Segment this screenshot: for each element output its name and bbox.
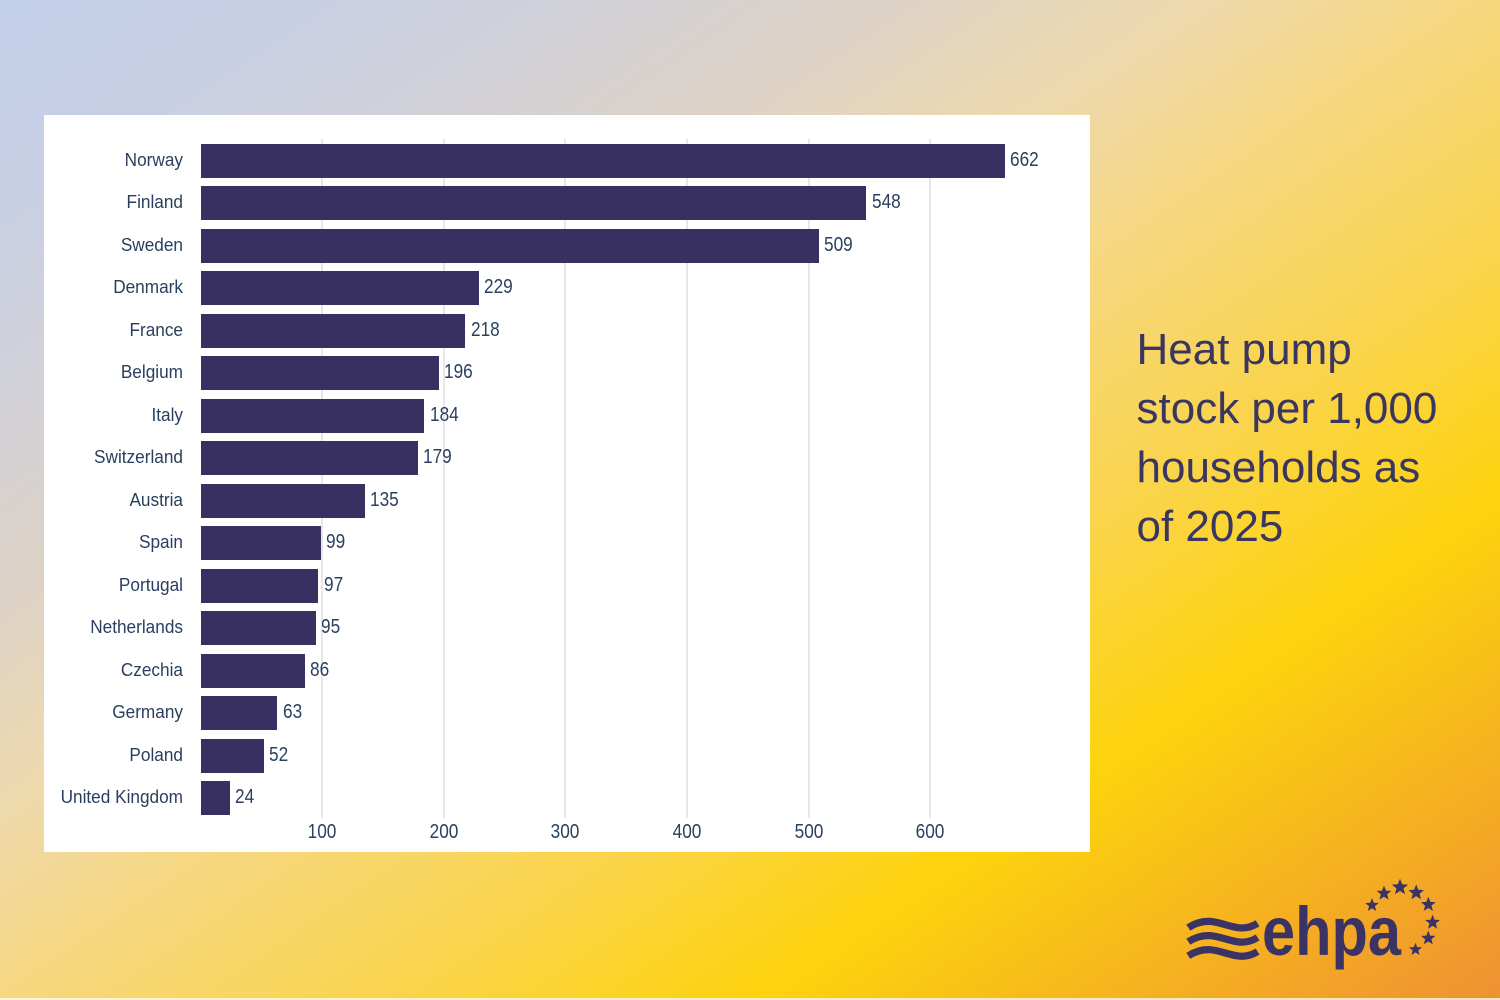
svg-text:ehpa: ehpa — [1262, 893, 1402, 970]
